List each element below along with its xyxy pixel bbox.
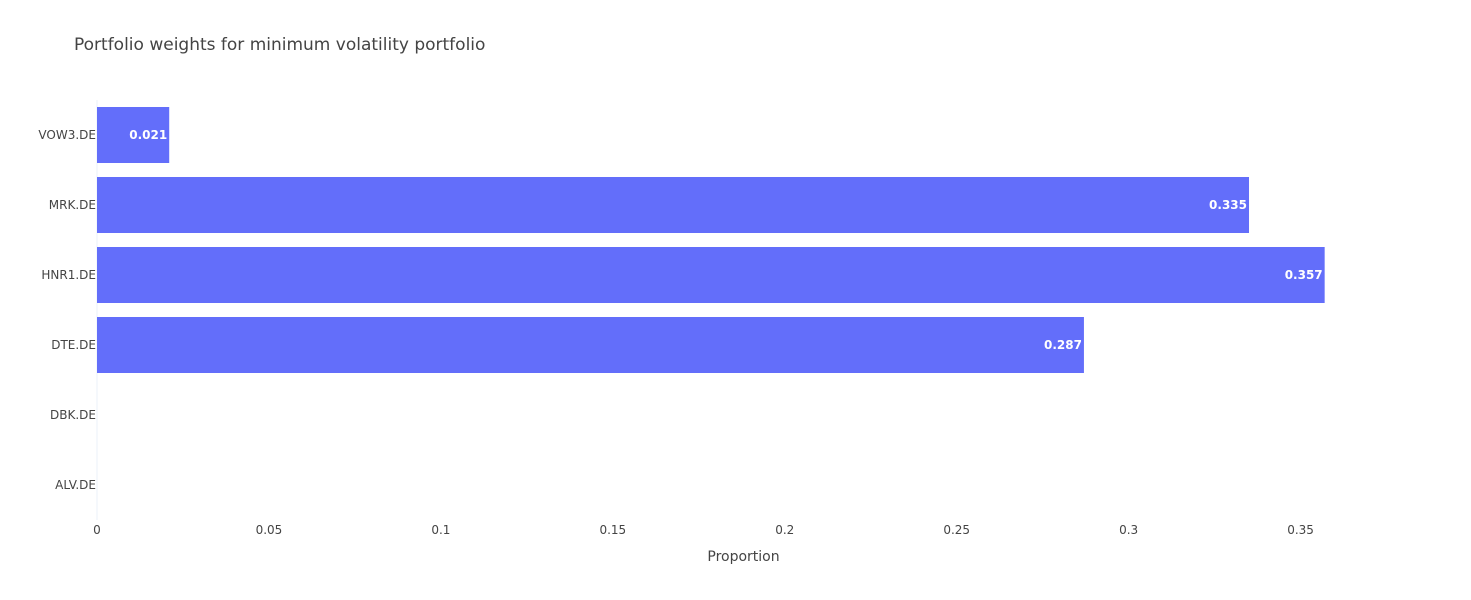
x-tick-label: 0.1: [431, 523, 450, 537]
bar-data-label: 0.021: [129, 128, 167, 142]
y-tick-label: DBK.DE: [50, 408, 96, 422]
bar-labels-group: 0.287 0.357 0.335 0.021: [129, 128, 1322, 352]
y-tick-label: DTE.DE: [51, 338, 96, 352]
bar-data-label: 0.287: [1044, 338, 1082, 352]
y-axis-ticks: ALV.DE DBK.DE DTE.DE HNR1.DE MRK.DE VOW3.DE: [38, 128, 96, 492]
y-tick-label: HNR1.DE: [41, 268, 96, 282]
x-axis-title: Proportion: [707, 549, 779, 565]
y-tick-label: MRK.DE: [49, 198, 96, 212]
x-tick-label: 0.35: [1287, 523, 1314, 537]
x-tick-label: 0.3: [1119, 523, 1138, 537]
plot-area: 0.287 0.357 0.335 0.021 ALV.DE DBK.DE DTE.DE H…: [38, 100, 1325, 537]
bar-data-label: 0.335: [1209, 198, 1247, 212]
x-tick-label: 0.05: [256, 523, 283, 537]
bar-mrk-de: [97, 177, 1250, 233]
bar-dte-de: [97, 317, 1084, 373]
x-tick-label: 0.2: [775, 523, 794, 537]
x-tick-label: 0.15: [599, 523, 626, 537]
bar-data-label: 0.357: [1285, 268, 1323, 282]
bars-group: [97, 107, 1325, 373]
y-tick-label: VOW3.DE: [38, 128, 96, 142]
x-axis-ticks: 0 0.05 0.1 0.15 0.2 0.25 0.3 0.35: [93, 523, 1314, 537]
bar-vow3-de: [97, 107, 170, 163]
x-tick-label: 0.25: [943, 523, 970, 537]
bar-hnr1-de: [97, 247, 1325, 303]
y-tick-label: ALV.DE: [55, 478, 96, 492]
x-tick-label: 0: [93, 523, 101, 537]
chart-title: Portfolio weights for minimum volatility…: [74, 35, 485, 55]
